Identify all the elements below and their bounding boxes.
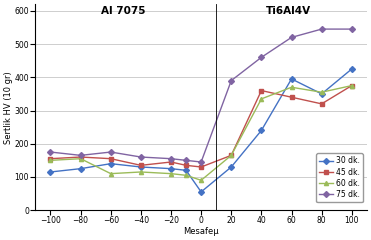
Y-axis label: Sertlik HV (10 gr): Sertlik HV (10 gr) bbox=[4, 71, 13, 144]
Legend: 30 dk., 45 dk., 60 dk., 75 dk.: 30 dk., 45 dk., 60 dk., 75 dk. bbox=[316, 153, 363, 202]
75 dk. bbox=[139, 156, 143, 158]
Line: 30 dk.: 30 dk. bbox=[48, 67, 354, 194]
45 dk. bbox=[199, 166, 203, 168]
45 dk. bbox=[139, 164, 143, 167]
45 dk. bbox=[78, 156, 83, 158]
75 dk. bbox=[48, 151, 53, 154]
60 dk. bbox=[184, 174, 188, 177]
60 dk. bbox=[199, 179, 203, 182]
60 dk. bbox=[229, 154, 233, 157]
60 dk. bbox=[289, 86, 294, 89]
75 dk. bbox=[184, 159, 188, 162]
Text: Al 7075: Al 7075 bbox=[101, 6, 145, 16]
45 dk. bbox=[48, 157, 53, 160]
75 dk. bbox=[109, 151, 113, 154]
60 dk. bbox=[259, 97, 264, 100]
Line: 60 dk.: 60 dk. bbox=[48, 84, 354, 182]
60 dk. bbox=[349, 84, 354, 87]
45 dk. bbox=[169, 161, 173, 163]
30 dk. bbox=[349, 67, 354, 70]
45 dk. bbox=[349, 84, 354, 87]
30 dk. bbox=[109, 162, 113, 165]
30 dk. bbox=[289, 78, 294, 80]
75 dk. bbox=[259, 56, 264, 59]
60 dk. bbox=[78, 157, 83, 160]
X-axis label: Mesafeμ: Mesafeμ bbox=[183, 227, 219, 236]
75 dk. bbox=[289, 36, 294, 39]
Line: 45 dk.: 45 dk. bbox=[48, 84, 354, 169]
45 dk. bbox=[289, 96, 294, 99]
45 dk. bbox=[109, 157, 113, 160]
30 dk. bbox=[199, 191, 203, 193]
60 dk. bbox=[139, 171, 143, 174]
30 dk. bbox=[78, 167, 83, 170]
30 dk. bbox=[229, 166, 233, 168]
60 dk. bbox=[109, 172, 113, 175]
30 dk. bbox=[169, 167, 173, 170]
75 dk. bbox=[78, 154, 83, 157]
75 dk. bbox=[229, 79, 233, 82]
30 dk. bbox=[319, 92, 324, 95]
60 dk. bbox=[48, 159, 53, 162]
30 dk. bbox=[139, 166, 143, 168]
45 dk. bbox=[259, 89, 264, 92]
60 dk. bbox=[319, 91, 324, 94]
45 dk. bbox=[229, 154, 233, 157]
60 dk. bbox=[169, 172, 173, 175]
45 dk. bbox=[184, 164, 188, 167]
75 dk. bbox=[169, 157, 173, 160]
75 dk. bbox=[319, 28, 324, 30]
45 dk. bbox=[319, 102, 324, 105]
Line: 75 dk.: 75 dk. bbox=[48, 27, 354, 164]
30 dk. bbox=[259, 129, 264, 132]
30 dk. bbox=[48, 171, 53, 174]
30 dk. bbox=[184, 169, 188, 172]
75 dk. bbox=[349, 28, 354, 30]
Text: Ti6Al4V: Ti6Al4V bbox=[266, 6, 311, 16]
75 dk. bbox=[199, 161, 203, 163]
